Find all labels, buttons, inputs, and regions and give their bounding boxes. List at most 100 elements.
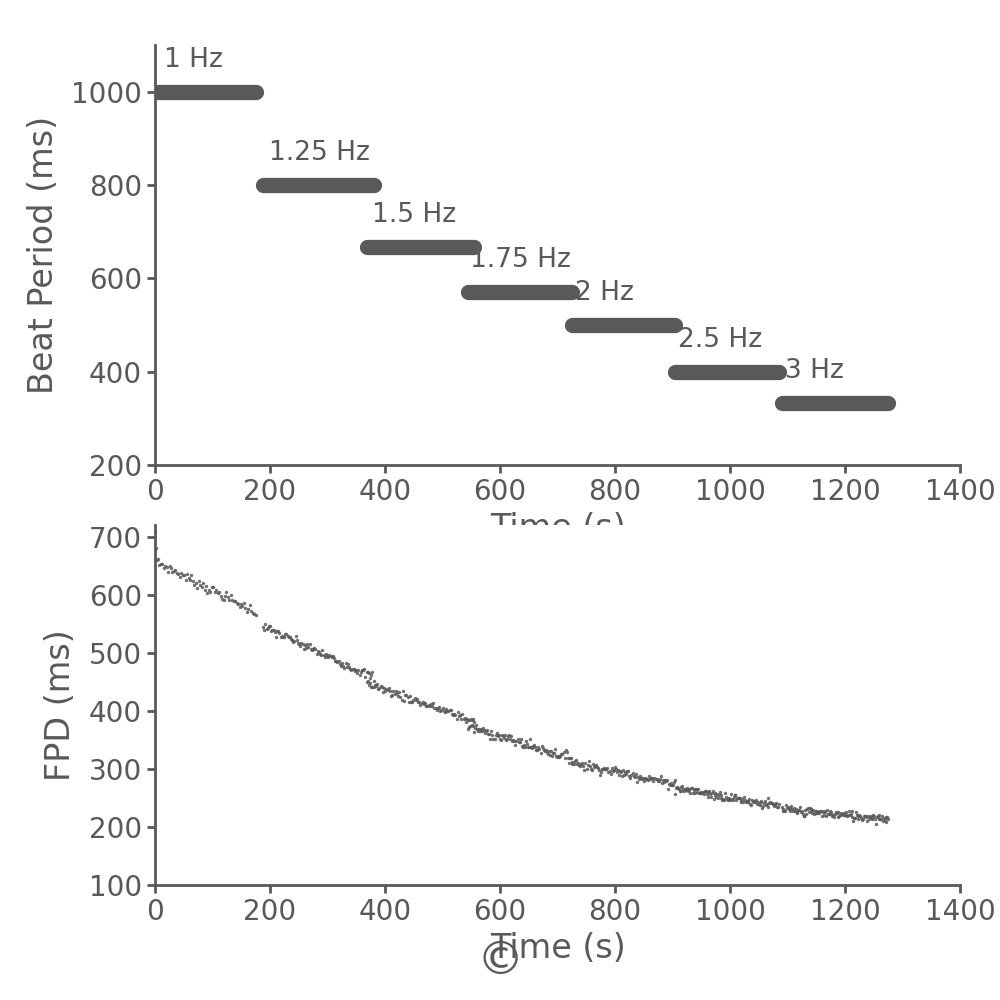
Point [864, 810, 880, 826]
Point [476, 722, 492, 738]
Point [648, 771, 664, 787]
Point [635, 770, 651, 786]
Point [267, 624, 283, 640]
Point [410, 694, 426, 710]
Point [306, 640, 322, 656]
Point [415, 694, 431, 710]
Point [803, 803, 819, 819]
Point [823, 804, 839, 820]
Point [175, 567, 191, 583]
Point [669, 779, 685, 795]
Point [782, 803, 798, 819]
Point [600, 764, 616, 780]
Point [633, 770, 649, 786]
Point [314, 642, 330, 658]
Point [596, 760, 612, 776]
Point [799, 801, 815, 817]
Point [478, 723, 494, 739]
Point [485, 731, 501, 747]
Point [580, 757, 596, 773]
Point [488, 727, 504, 743]
X-axis label: Time (s): Time (s) [490, 932, 625, 965]
Point [655, 772, 671, 788]
Point [277, 626, 293, 642]
Point [765, 796, 781, 812]
Point [818, 808, 834, 824]
Point [424, 698, 440, 714]
Point [568, 752, 584, 768]
Point [534, 738, 550, 754]
Point [517, 739, 533, 755]
Point [528, 742, 544, 758]
Point [305, 641, 321, 657]
Point [650, 773, 666, 789]
Point [440, 703, 456, 719]
Point [480, 726, 496, 742]
Point [727, 787, 743, 803]
Point [230, 596, 246, 612]
Point [414, 695, 430, 711]
Point [696, 786, 712, 802]
Point [703, 789, 719, 805]
Point [278, 626, 294, 642]
Point [677, 781, 693, 797]
Point [367, 677, 383, 693]
Point [705, 783, 721, 799]
Point [362, 675, 378, 691]
Point [256, 622, 272, 638]
Point [531, 741, 547, 757]
Point [366, 679, 382, 695]
Point [789, 804, 805, 820]
Point [313, 647, 329, 663]
Point [347, 663, 363, 679]
Point [809, 805, 825, 821]
Point [363, 667, 379, 683]
Point [262, 618, 278, 634]
Point [186, 577, 202, 593]
Point [764, 795, 780, 811]
Point [309, 646, 325, 662]
Point [743, 797, 759, 813]
Point [170, 566, 186, 582]
Point [359, 674, 375, 690]
Point [332, 656, 348, 672]
Point [686, 782, 702, 798]
Point [178, 572, 194, 588]
Point [599, 760, 615, 776]
Point [595, 761, 611, 777]
Point [848, 804, 864, 820]
Point [747, 793, 763, 809]
Point [725, 792, 741, 808]
Point [268, 629, 284, 645]
Point [375, 684, 391, 700]
Point [290, 635, 306, 651]
Point [715, 791, 731, 807]
Point [276, 629, 292, 645]
Point [822, 803, 838, 819]
Point [261, 618, 277, 634]
Point [220, 589, 236, 605]
Point [742, 796, 758, 812]
Point [443, 702, 459, 718]
Point [691, 785, 707, 801]
Point [687, 785, 703, 801]
Point [539, 744, 555, 760]
Point [318, 646, 334, 662]
Point [432, 703, 448, 719]
Point [751, 796, 767, 812]
Point [726, 789, 742, 805]
Point [257, 616, 273, 632]
Point [479, 722, 495, 738]
Point [510, 731, 526, 747]
Point [260, 620, 276, 636]
Point [688, 781, 704, 797]
Point [709, 786, 725, 802]
Point [591, 762, 607, 778]
Point [404, 694, 420, 710]
Point [673, 779, 689, 795]
Point [812, 803, 828, 819]
Point [642, 771, 658, 787]
Point [664, 777, 680, 793]
Point [753, 793, 769, 809]
Point [512, 734, 528, 750]
